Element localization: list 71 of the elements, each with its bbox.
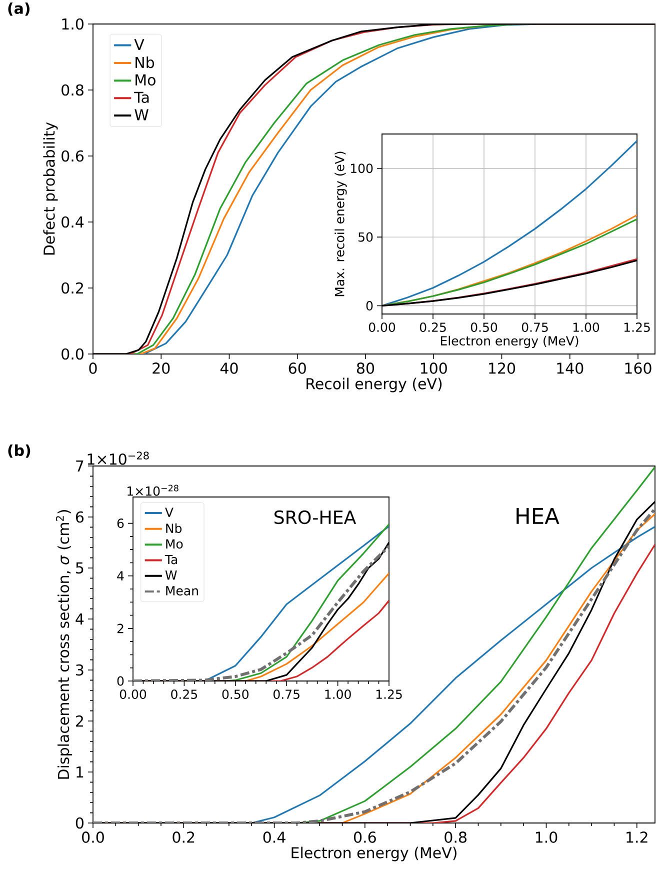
y-axis-title: Displacement cross section, σ (cm$^{2}$)	[56, 510, 72, 779]
x-tick-label: 120	[489, 362, 516, 374]
x-tick-label: 0	[89, 362, 97, 374]
y-tick-label: 5	[76, 562, 84, 574]
chart-title: (b)	[8, 444, 30, 458]
x-tick-label: 160	[625, 362, 652, 374]
x-tick-label: 60	[288, 362, 306, 374]
legend-label: Nb	[166, 523, 182, 534]
y-tick-label: 7	[76, 460, 84, 472]
x-tick-label: 40	[220, 362, 238, 374]
annotation: 1×10$^{−28}$	[128, 484, 178, 496]
y-tick-label: 0.6	[62, 150, 84, 162]
x-tick-label: 1.25	[376, 690, 402, 699]
x-tick-label: 1.25	[624, 322, 650, 332]
x-tick-label: 0.50	[222, 690, 248, 699]
y-tick-label: 2	[117, 624, 124, 634]
x-tick-label: 0.00	[368, 322, 396, 332]
x-tick-label: 0.4	[263, 832, 286, 843]
x-tick-label: 0.50	[470, 322, 498, 332]
y-tick-label: 50	[358, 232, 373, 242]
y-tick-label: 0.0	[62, 348, 84, 360]
legend-label: Ta	[134, 92, 149, 104]
x-tick-label: 0.2	[172, 832, 194, 843]
x-tick-label: 1.00	[573, 322, 600, 332]
y-tick-label: 2	[76, 715, 83, 727]
y-tick-label: 1.0	[62, 18, 84, 30]
y-axis-title: Max. recoil energy (eV)	[334, 152, 347, 296]
x-tick-label: 0.8	[444, 832, 466, 843]
legend-label: W	[134, 109, 148, 120]
x-tick-label: 0.25	[420, 322, 446, 332]
y-tick-label: 0.8	[62, 84, 84, 96]
text: 1×10$^{−28}$	[88, 452, 149, 465]
legend-label: Nb	[136, 56, 154, 68]
y-tick-label: 0	[117, 676, 124, 686]
x-tick-label: 100	[420, 362, 447, 374]
x-axis-title: Electron energy (MeV)	[440, 336, 578, 348]
legend-label: Mo	[136, 74, 156, 86]
chart-title: (a)	[8, 2, 30, 16]
line-series	[382, 140, 638, 307]
y-tick-label: 4	[117, 571, 124, 580]
y-tick-label: 6	[76, 511, 84, 523]
y-tick-label: 0.4	[62, 216, 84, 228]
x-axis-title: Electron energy (MeV)	[292, 846, 456, 862]
legend-label: V	[165, 508, 174, 517]
x-tick-label: 1.0	[536, 832, 558, 843]
x-tick-label: 1.00	[325, 690, 351, 699]
legend-label: W	[165, 570, 177, 580]
x-axis-title: Recoil energy (eV)	[306, 378, 442, 392]
x-tick-label: 0.75	[522, 322, 548, 332]
y-tick-label: 1	[76, 766, 84, 778]
y-tick-label: 100	[350, 164, 373, 174]
legend-label: Mo	[166, 539, 183, 549]
y-tick-label: 6	[117, 518, 124, 528]
legend-label: Ta	[164, 554, 178, 564]
y-axis-title: Defect probability	[43, 122, 58, 255]
x-tick-label: 0.75	[274, 690, 300, 699]
x-tick-label: 0.00	[120, 690, 146, 699]
annotation: SRO-HEA	[274, 510, 356, 524]
x-tick-label: 0.25	[171, 690, 198, 699]
x-tick-label: 80	[356, 362, 374, 374]
legend-label: Mean	[166, 586, 198, 596]
y-tick-label: 3	[76, 664, 84, 676]
legend-label: V	[134, 39, 144, 50]
y-tick-label: 4	[76, 614, 84, 624]
annotation: HEA	[516, 508, 560, 524]
x-tick-label: 140	[557, 362, 584, 374]
y-tick-label: 0	[366, 301, 373, 310]
x-tick-label: 1.2	[626, 832, 648, 843]
y-tick-label: 0.2	[62, 282, 83, 294]
x-tick-label: 20	[152, 362, 170, 374]
y-tick-label: 0	[76, 817, 84, 829]
